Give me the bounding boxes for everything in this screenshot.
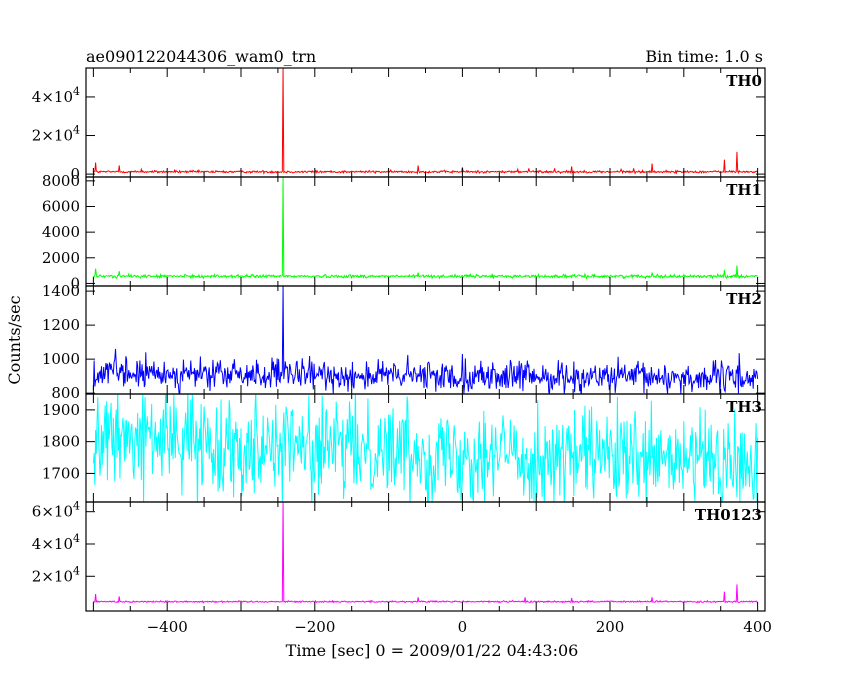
y-tick-label: 0 <box>70 274 80 292</box>
x-tick-label: 0 <box>458 618 468 636</box>
panel-label-th2: TH2 <box>726 290 762 308</box>
y-tick-label-exponent: 4 <box>73 85 80 98</box>
y-tick-label: 6000 <box>42 197 80 215</box>
panel-label-th0: TH0 <box>726 72 762 90</box>
y-tick-label: 1000 <box>42 350 80 368</box>
panel-frame <box>85 501 766 612</box>
y-tick-label-exponent: 4 <box>73 500 80 513</box>
panel-label-th0123: TH0123 <box>695 506 762 524</box>
panel-frame <box>85 67 766 178</box>
panel-th1: 0 2000 4000 6000 8000 TH1 <box>42 172 766 292</box>
y-tick-label: 1700 <box>42 464 80 482</box>
series-line-th3 <box>92 394 759 502</box>
panels-group: 02×1044×104TH002000400060008000TH1800100… <box>32 67 772 636</box>
y-tick-label: 1400 <box>42 282 80 300</box>
y-tick-label-exponent: 4 <box>73 564 80 577</box>
chart-title: ae090122044306_wam0_trn <box>86 47 316 66</box>
y-tick-label-exponent: 4 <box>73 124 80 137</box>
y-tick-label: 4000 <box>42 223 80 241</box>
y-tick-label: 4×104 <box>32 85 80 106</box>
panel-th0123: 2×104 4×104 6×104 TH0123 <box>32 500 766 612</box>
y-tick-label: 1900 <box>42 401 80 419</box>
x-tick-label: 200 <box>596 618 625 636</box>
panel-label-th1: TH1 <box>726 181 762 199</box>
y-tick-label: 1200 <box>42 316 80 334</box>
y-tick-label: 2×104 <box>32 564 80 585</box>
y-axis-label: Counts/sec <box>5 295 24 384</box>
series-line-th2 <box>92 286 759 394</box>
series-line-th0123 <box>93 502 758 604</box>
y-tick-label-exponent: 4 <box>73 532 80 545</box>
series-line-th1 <box>93 177 758 280</box>
y-tick-label: 1800 <box>42 433 80 451</box>
x-tick-label: 400 <box>743 618 772 636</box>
panel-th0: 0 2×104 4×104 TH0 <box>32 67 766 183</box>
y-tick-label: 800 <box>51 384 80 402</box>
bin-time-label: Bin time: 1.0 s <box>645 47 763 66</box>
panel-th3: 1700 1800 1900 TH3 <box>42 393 766 503</box>
series-line-th0 <box>93 68 759 175</box>
panel-th2: 800 1000 1200 1400 TH2 <box>42 282 766 402</box>
panel-label-th3: TH3 <box>726 398 762 416</box>
y-tick-label: 0 <box>70 165 80 183</box>
y-tick-label: 6×104 <box>32 500 80 521</box>
y-tick-label: 4×104 <box>32 532 80 553</box>
y-tick-label: 2000 <box>42 249 80 267</box>
y-tick-label: 8000 <box>42 172 80 190</box>
panel-frame <box>85 176 766 287</box>
x-tick-label: −400 <box>147 618 188 636</box>
x-tick-label: −200 <box>294 618 335 636</box>
x-axis-label: Time [sec] 0 = 2009/01/22 04:43:06 <box>286 641 579 660</box>
y-tick-label: 2×104 <box>32 124 80 145</box>
